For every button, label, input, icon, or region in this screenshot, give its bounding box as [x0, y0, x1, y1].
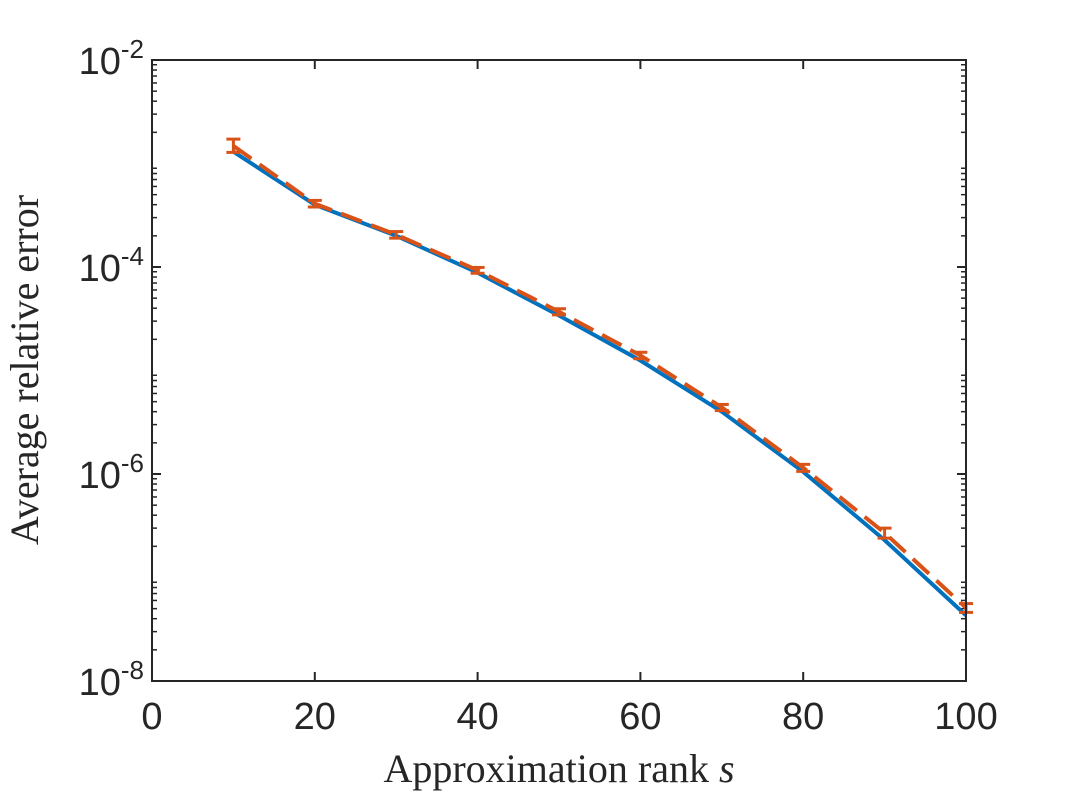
series-2-line — [232, 144, 968, 610]
x-tick-label: 0 — [141, 696, 162, 738]
x-tick-label: 40 — [456, 696, 498, 738]
series-layer — [226, 137, 973, 617]
y-tick-label: 10-4 — [79, 241, 144, 290]
plot-area — [152, 60, 966, 681]
y-tick-exponent: -4 — [121, 241, 144, 271]
y-axis-title: Average relative error — [2, 195, 47, 545]
x-tick-labels: 0 20 40 60 80 100 — [141, 696, 997, 738]
x-axis-title-var: s — [719, 746, 735, 791]
plot-frame — [151, 59, 967, 682]
y-tick-label: 10-8 — [79, 655, 144, 704]
y-tick-base: 10 — [79, 455, 121, 497]
y-tick-label: 10-6 — [79, 448, 144, 497]
y-tick-base: 10 — [79, 41, 121, 83]
x-tick-label: 20 — [294, 696, 336, 738]
x-tick-label: 100 — [934, 696, 997, 738]
y-tick-label: 10-2 — [79, 34, 144, 83]
y-tick-base: 10 — [79, 248, 121, 290]
x-axis-title-text: Approximation rank — [383, 746, 709, 791]
y-tick-base: 10 — [79, 662, 121, 704]
x-tick-label: 80 — [782, 696, 824, 738]
x-axis-title: Approximation rank s — [383, 746, 734, 791]
y-tick-exponent: -8 — [121, 655, 144, 685]
x-tick-label: 60 — [619, 696, 661, 738]
y-tick-exponent: -2 — [121, 34, 144, 64]
y-tick-exponent: -6 — [121, 448, 144, 478]
y-tick-labels: 10-810-610-410-2 — [79, 34, 144, 704]
